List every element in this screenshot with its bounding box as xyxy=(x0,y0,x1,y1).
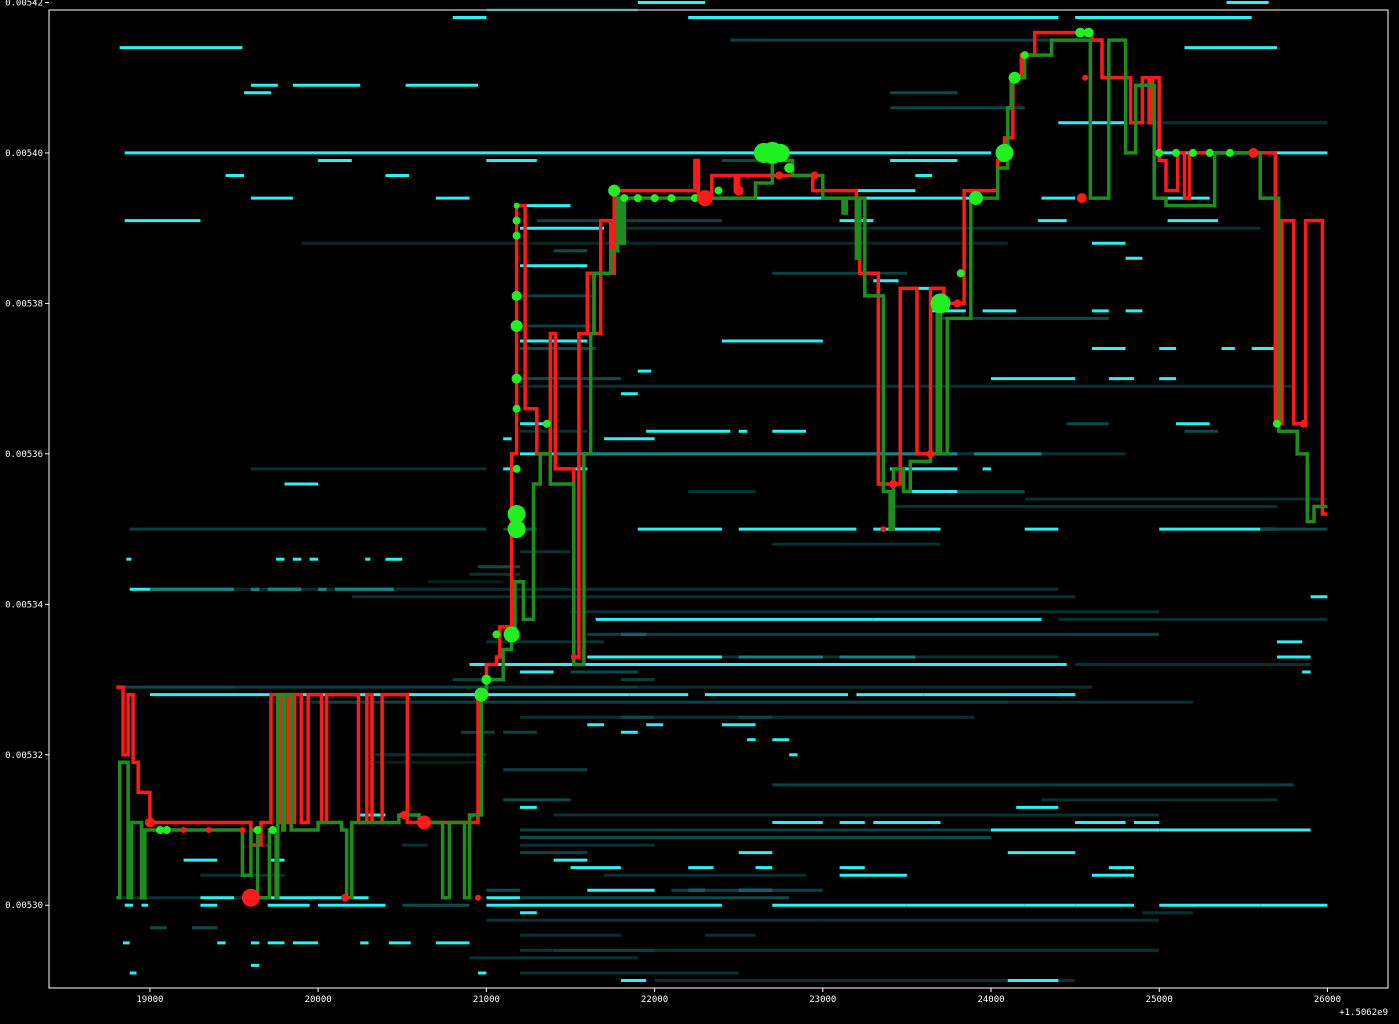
buy-trade-marker xyxy=(771,143,790,162)
sell-trade-marker xyxy=(733,185,744,196)
y-tick-label: 0.00534 xyxy=(5,600,43,610)
axes-frame xyxy=(48,9,1389,989)
buy-trade-marker xyxy=(156,826,164,834)
sell-trade-marker xyxy=(889,480,898,488)
sell-trade-marker xyxy=(926,449,935,458)
buy-trade-marker xyxy=(1188,148,1197,157)
buy-trade-marker xyxy=(784,163,795,173)
buy-trade-marker xyxy=(995,143,1014,162)
buy-trade-marker xyxy=(268,826,277,834)
sell-trade-marker xyxy=(1299,419,1308,428)
buy-trade-marker xyxy=(968,191,983,206)
y-tick-label: 0.00540 xyxy=(5,149,43,159)
buy-trade-marker xyxy=(1075,27,1086,38)
buy-trade-marker xyxy=(1225,148,1234,157)
orderbook-levels xyxy=(116,1,1328,982)
buy-trade-marker xyxy=(633,194,642,203)
bid-price-line xyxy=(116,38,1328,900)
buy-trade-marker xyxy=(956,269,965,278)
y-tick-label: 0.00538 xyxy=(5,299,43,309)
buy-trade-marker xyxy=(510,320,523,332)
trade-markers xyxy=(144,27,1308,907)
buy-trade-marker xyxy=(481,674,492,685)
x-tick-label: 19000 xyxy=(136,995,163,1005)
buy-trade-marker xyxy=(512,404,521,413)
buy-trade-marker xyxy=(507,505,526,523)
sell-trade-marker xyxy=(475,894,481,901)
y-tick-label: 0.00536 xyxy=(5,450,43,460)
sell-trade-marker xyxy=(144,817,155,828)
buy-trade-marker xyxy=(507,520,526,539)
buy-trade-marker xyxy=(1008,71,1021,84)
buy-trade-marker xyxy=(1083,27,1094,38)
sell-trade-marker xyxy=(417,815,432,830)
sell-trade-marker xyxy=(1082,74,1089,81)
sell-trade-marker xyxy=(399,811,408,819)
sell-trade-marker xyxy=(880,526,887,533)
buy-trade-marker xyxy=(162,826,171,834)
y-tick-label: 0.00530 xyxy=(5,901,43,911)
x-tick-label: 21000 xyxy=(473,995,500,1005)
x-tick-label: 24000 xyxy=(977,995,1004,1005)
x-tick-label: 23000 xyxy=(809,995,836,1005)
y-tick-label: 0.00542 xyxy=(5,0,43,8)
x-axis: 19000 20000 21000 22000 23000 24000 25000 26000 xyxy=(136,988,1341,1005)
sell-trade-marker xyxy=(241,888,260,907)
x-tick-label: 25000 xyxy=(1146,995,1173,1005)
buy-trade-marker xyxy=(513,202,520,209)
sell-trade-marker xyxy=(953,299,962,308)
sell-trade-marker xyxy=(341,893,350,902)
buy-trade-marker xyxy=(608,184,621,197)
buy-trade-marker xyxy=(503,626,520,643)
sell-trade-marker xyxy=(810,171,819,180)
x-tick-label: 26000 xyxy=(1314,995,1341,1005)
buy-trade-marker xyxy=(1172,148,1180,157)
sell-trade-marker xyxy=(697,190,713,207)
buy-trade-marker xyxy=(650,194,659,203)
buy-trade-marker xyxy=(492,630,501,639)
buy-trade-marker xyxy=(1205,148,1214,157)
sell-trade-marker xyxy=(1248,147,1259,158)
buy-trade-marker xyxy=(690,194,699,203)
y-tick-label: 0.00532 xyxy=(5,751,43,761)
x-tick-label: 22000 xyxy=(641,995,668,1005)
buy-trade-marker xyxy=(474,687,489,702)
sell-trade-marker xyxy=(205,827,212,833)
x-tick-label: 20000 xyxy=(305,995,332,1005)
buy-trade-marker xyxy=(714,186,723,195)
sell-trade-marker xyxy=(1076,193,1087,204)
buy-trade-marker xyxy=(511,290,522,301)
sell-trade-marker xyxy=(180,827,187,833)
buy-trade-marker xyxy=(620,194,629,203)
buy-trade-marker xyxy=(512,216,521,225)
x-offset-label: +1.5062e9 xyxy=(1339,1008,1388,1018)
buy-trade-marker xyxy=(1155,148,1164,157)
buy-trade-marker xyxy=(511,373,522,384)
buy-trade-marker xyxy=(253,826,262,834)
sell-trade-marker xyxy=(570,654,577,660)
plot-area xyxy=(116,1,1328,982)
buy-trade-marker xyxy=(512,464,521,473)
buy-trade-marker xyxy=(1020,51,1029,60)
sell-trade-marker xyxy=(239,827,246,833)
buy-trade-marker xyxy=(542,419,551,428)
ask-price-line xyxy=(116,30,1328,847)
buy-trade-marker xyxy=(930,293,951,314)
buy-trade-marker xyxy=(512,231,521,240)
sell-trade-marker xyxy=(775,171,784,180)
buy-trade-marker xyxy=(667,194,676,203)
buy-trade-marker xyxy=(1273,419,1281,428)
y-axis: 0.00530 0.00532 0.00534 0.00536 0.00538 0.005… xyxy=(5,0,49,911)
